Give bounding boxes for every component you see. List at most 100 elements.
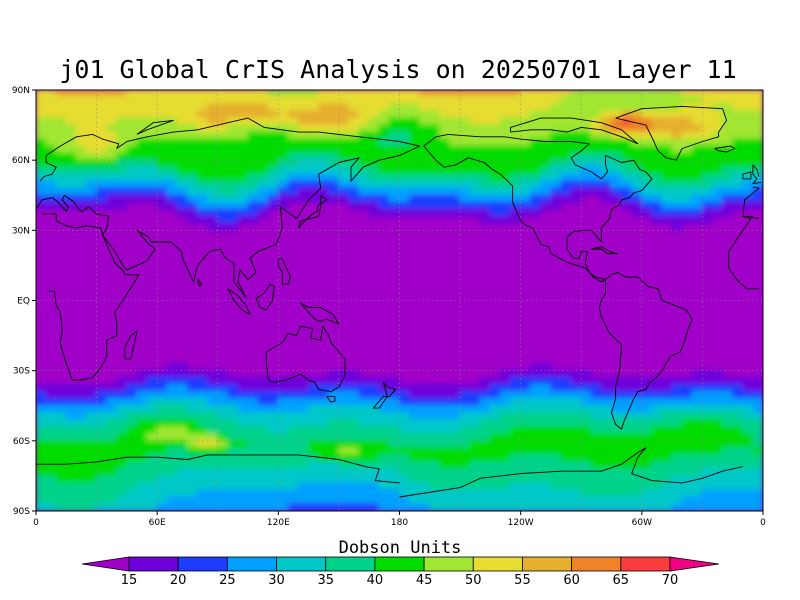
field-cell [277,180,290,189]
field-cell [176,166,269,175]
field-cell [95,475,158,484]
field-cell [590,461,653,470]
colorbar-level-label: 60 [563,573,580,588]
field-cell [459,412,502,421]
field-cell [75,138,118,147]
field-cell [368,173,491,182]
field-cell [439,131,552,140]
field-cell [237,187,259,196]
lon-tick-label: 0 [760,518,766,528]
field-cell [267,173,290,182]
field-cell [651,208,704,217]
field-cell [691,194,724,203]
field-cell [166,194,189,203]
field-cell [136,370,229,379]
field-cell [530,363,552,372]
field-cell [681,131,714,140]
colorbar-box [128,556,179,572]
field-cell [610,159,633,168]
colorbar-box [177,556,228,572]
field-cell [207,222,239,231]
field-cell [156,503,290,511]
field-cell [36,138,47,147]
field-cell [530,110,603,119]
field-cell [469,117,502,126]
colorbar-box [423,556,474,572]
field-cell [328,419,360,428]
field-cell [186,194,209,203]
field-cell [590,124,603,133]
field-cell [116,468,178,477]
coastline [300,302,340,325]
field-cell [348,201,380,210]
field-cell [711,187,754,196]
coastline [752,164,762,185]
map-title: j01 Global CrIS Analysis on 20250701 Lay… [59,55,736,84]
field-cell [126,384,168,393]
field-cell [277,398,401,407]
field-cell [338,461,441,470]
field-cell [388,440,471,449]
field-cell [408,454,512,463]
field-cell [631,138,734,147]
field-cell [156,159,279,168]
field-cell [186,440,199,449]
field-cell [621,110,643,119]
field-cell [277,194,350,203]
field-cell [277,159,300,168]
field-cell [590,426,653,435]
field-cell [267,90,320,98]
field-cell [722,166,763,175]
field-cell [328,187,360,196]
field-cell [267,426,290,435]
field-cell [388,117,421,126]
lon-tick-label: 120W [508,518,534,528]
field-cell [146,454,320,463]
field-cell [610,124,653,133]
field-cell [530,187,552,196]
lat-tick-label: 60N [12,156,30,166]
field-cell [36,166,128,175]
field-cell [196,180,259,189]
field-cell [65,117,118,126]
field-cell [621,194,643,203]
field-cell [95,187,168,196]
field-cell [156,166,178,175]
field-cell [509,208,542,217]
field-cell [55,475,98,484]
field-cell [439,124,592,133]
field-cell [358,447,724,456]
field-cell [116,152,290,161]
field-cell [550,482,663,491]
colorbar-min-arrow [81,556,130,572]
colorbar-level-label: 30 [268,573,285,588]
field-cell [36,103,209,112]
field-cell [267,194,279,203]
field-cell [176,180,199,189]
field-cell [297,159,330,168]
field-cell [318,454,380,463]
field-cell [247,440,310,449]
field-cell [227,124,300,133]
field-cell [459,194,532,203]
coastline [255,283,275,311]
field-cell [297,187,330,196]
field-cell [328,159,360,168]
field-cell [651,405,754,414]
field-cell [196,489,401,498]
field-cell [106,194,168,203]
field-cell [701,201,724,210]
colorbar-level-label: 50 [465,573,482,588]
field-cell [116,433,148,442]
field-cell [570,159,613,168]
coastline [42,213,760,381]
coastline [598,271,693,430]
field-cell [328,370,360,379]
field-cell [106,398,148,407]
field-cell [237,384,310,393]
field-cell [408,131,441,140]
field-cell [166,447,189,456]
field-cell [207,426,269,435]
field-cell [217,440,229,449]
coastline [326,395,336,403]
